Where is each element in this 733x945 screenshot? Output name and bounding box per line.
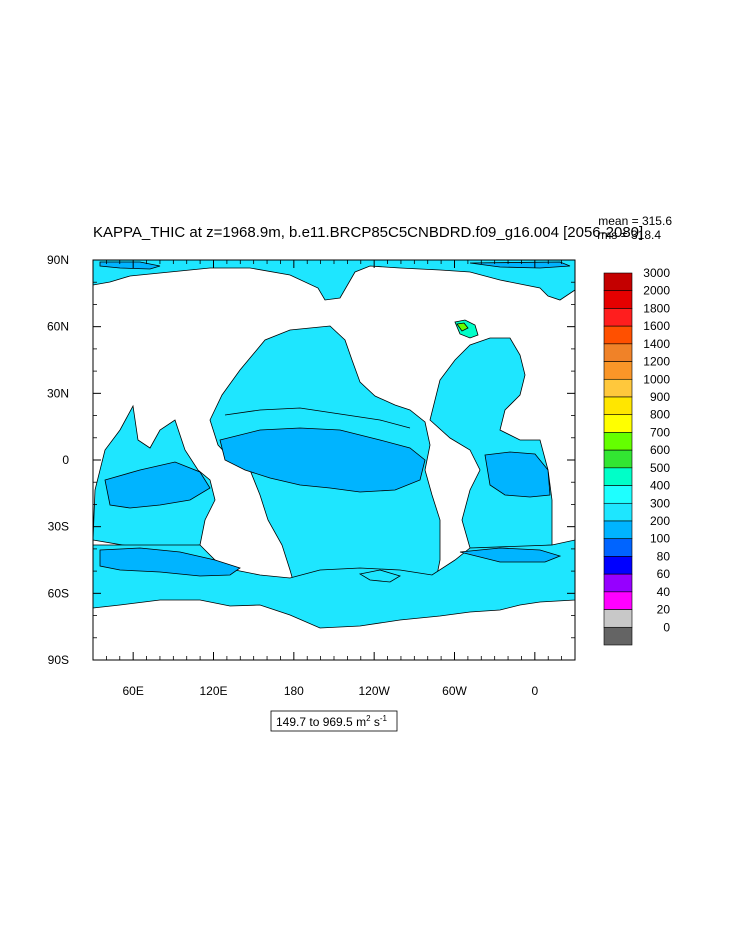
colorbar-swatch bbox=[603, 361, 633, 380]
labrador-sea-anomaly-core bbox=[456, 322, 469, 332]
colorbar-label: 1800 bbox=[643, 301, 670, 315]
y-tick-label: 90N bbox=[47, 253, 69, 267]
range-label-sup1: 2 bbox=[366, 714, 371, 723]
colorbar-swatch bbox=[603, 591, 633, 610]
colorbar-swatch bbox=[603, 626, 633, 646]
range-label: 149.7 to 969.5 m2 s-1 bbox=[276, 714, 388, 729]
colorbar-swatch bbox=[603, 325, 633, 345]
x-tick-label: 120E bbox=[199, 684, 227, 698]
colorbar-swatch bbox=[603, 573, 633, 593]
colorbar-swatch bbox=[603, 609, 633, 628]
y-tick-label: 90S bbox=[48, 653, 69, 667]
colorbar-label: 80 bbox=[657, 549, 671, 563]
y-tick-label: 0 bbox=[62, 453, 69, 467]
colorbar-label: 60 bbox=[657, 567, 671, 581]
southern-ocean-contour bbox=[99, 547, 241, 577]
southern-ocean-contour bbox=[459, 547, 562, 563]
colorbar-label: 500 bbox=[650, 461, 670, 475]
colorbar-swatch bbox=[603, 414, 633, 433]
mean-label: mean = 315.6 bbox=[598, 214, 672, 228]
colorbar-swatch bbox=[603, 467, 633, 486]
x-tick-label: 60E bbox=[122, 684, 143, 698]
colorbar-label: 800 bbox=[650, 408, 670, 422]
colorbar-label: 1600 bbox=[643, 319, 670, 333]
colorbar-label: 700 bbox=[650, 425, 670, 439]
pacific-north-contour bbox=[224, 407, 411, 429]
colorbar-swatch bbox=[603, 449, 633, 469]
colorbar-label: 600 bbox=[650, 443, 670, 457]
range-label-mid: s bbox=[371, 715, 380, 729]
plot-title: KAPPA_THIC at z=1968.9m, b.e11.BRCP85C5C… bbox=[93, 224, 643, 241]
colorbar-swatch bbox=[603, 556, 633, 575]
colorbar-label: 1200 bbox=[643, 355, 670, 369]
colorbar-label: 40 bbox=[657, 585, 671, 599]
colorbar-label: 400 bbox=[650, 479, 670, 493]
colorbar-label: 100 bbox=[650, 532, 670, 546]
colorbar-swatch bbox=[603, 485, 633, 504]
x-tick-label: 0 bbox=[531, 684, 538, 698]
indian-ocean-contour bbox=[104, 461, 211, 509]
colorbar-label: 1000 bbox=[643, 372, 670, 386]
colorbar-swatch bbox=[603, 432, 633, 451]
colorbar: 3000200018001600140012001000900800700600… bbox=[603, 266, 671, 646]
colorbar-label: 200 bbox=[650, 514, 670, 528]
arctic-contour bbox=[99, 261, 161, 270]
x-tick-label: 180 bbox=[284, 684, 304, 698]
colorbar-swatch bbox=[603, 502, 633, 522]
colorbar-label: 1400 bbox=[643, 337, 670, 351]
colorbar-swatch bbox=[603, 272, 633, 292]
rms-label: rms = 318.4 bbox=[597, 228, 661, 242]
range-label-main: 149.7 to 969.5 m bbox=[276, 715, 366, 729]
atlantic-equatorial-contour bbox=[484, 451, 551, 498]
colorbar-swatch bbox=[603, 520, 633, 540]
colorbar-label: 0 bbox=[663, 620, 670, 634]
y-tick-label: 30S bbox=[48, 520, 69, 534]
pacific-equatorial-contour bbox=[219, 427, 426, 493]
y-tick-label: 30N bbox=[47, 386, 69, 400]
x-tick-label: 120W bbox=[358, 684, 390, 698]
colorbar-label: 2000 bbox=[643, 284, 670, 298]
colorbar-swatch bbox=[603, 290, 633, 309]
colorbar-label: 900 bbox=[650, 390, 670, 404]
x-axis: 60E 120E 180 120W 60W 0 bbox=[105, 260, 563, 698]
colorbar-swatch bbox=[603, 343, 633, 362]
map-area bbox=[93, 260, 575, 660]
y-tick-label: 60S bbox=[48, 586, 69, 600]
x-tick-label: 60W bbox=[442, 684, 467, 698]
y-axis: 90N 60N 30N 0 30S 60S 90S bbox=[47, 253, 575, 667]
colorbar-swatch bbox=[603, 378, 633, 398]
colorbar-swatch bbox=[603, 308, 633, 327]
arctic-ocean-region bbox=[93, 260, 575, 301]
southern-ocean-contour bbox=[358, 569, 401, 583]
y-tick-label: 60N bbox=[47, 320, 69, 334]
range-label-box bbox=[270, 710, 398, 732]
range-label-sup2: -1 bbox=[380, 714, 388, 723]
colorbar-swatch bbox=[603, 396, 633, 416]
colorbar-label: 3000 bbox=[643, 266, 670, 280]
colorbar-label: 20 bbox=[657, 603, 671, 617]
colorbar-label: 300 bbox=[650, 496, 670, 510]
colorbar-swatch bbox=[603, 538, 633, 557]
